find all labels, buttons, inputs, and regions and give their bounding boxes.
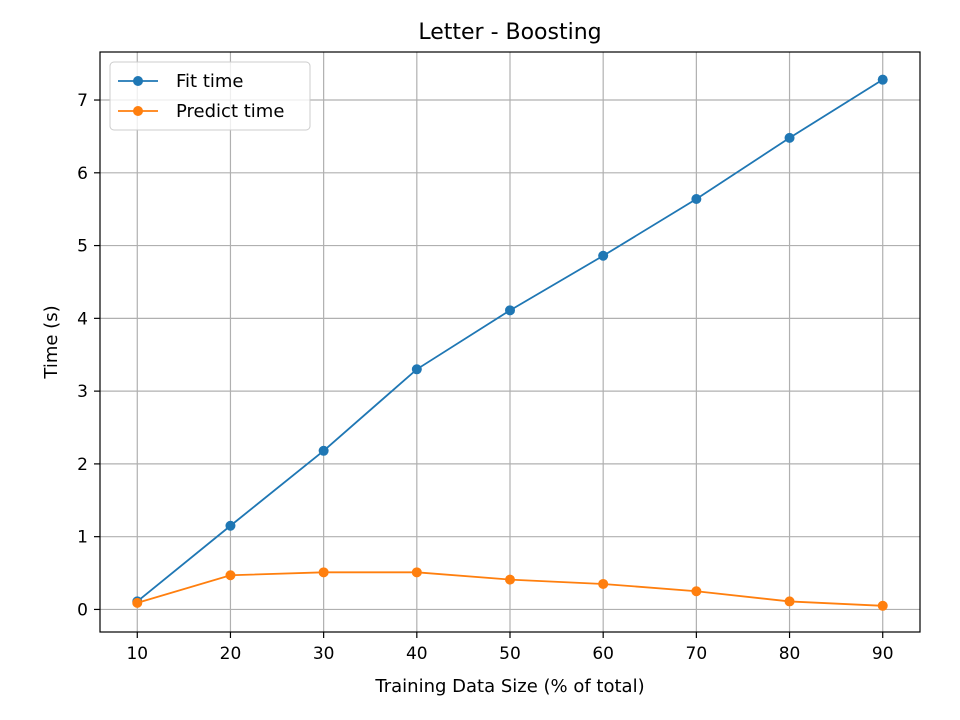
- predict-time-point: [691, 586, 702, 597]
- legend-fit-time-label: Fit time: [176, 71, 244, 92]
- y-tick-label: 7: [77, 91, 88, 111]
- y-tick-label: 5: [77, 237, 88, 257]
- fit-time-point: [411, 364, 422, 375]
- axis-ticks: 10 20 30 40 50 60 70 80 90 0 1 2 3 4 5 6 7: [77, 91, 893, 664]
- predict-time-point: [877, 600, 888, 611]
- y-tick-label: 1: [77, 528, 88, 548]
- predict-time-point: [505, 574, 515, 585]
- legend-fit-time-marker: [133, 76, 143, 86]
- y-tick-label: 3: [77, 382, 88, 402]
- chart-title: Letter - Boosting: [418, 20, 601, 45]
- fit-time-point: [318, 445, 329, 456]
- x-tick-label: 10: [126, 644, 148, 664]
- x-tick-label: 70: [686, 644, 708, 664]
- predict-time-point: [132, 597, 143, 608]
- x-tick-label: 30: [313, 644, 335, 664]
- y-tick-label: 6: [77, 164, 88, 184]
- y-axis-label: Time (s): [41, 305, 62, 379]
- predict-time-point: [225, 570, 236, 581]
- fit-time-point: [598, 250, 609, 261]
- fit-time-point: [784, 132, 795, 143]
- predict-time-point: [411, 567, 422, 578]
- x-tick-label: 80: [779, 644, 801, 664]
- fit-time-point: [877, 74, 888, 85]
- predict-time-point: [318, 567, 329, 578]
- fit-time-point: [505, 305, 515, 316]
- x-tick-label: 50: [499, 644, 521, 664]
- legend-box: [109, 61, 311, 131]
- grid: [100, 52, 920, 632]
- y-tick-label: 0: [77, 600, 88, 620]
- legend-predict-time-marker: [133, 106, 143, 116]
- legend-predict-time-label: Predict time: [176, 101, 284, 122]
- fit-time-point: [225, 520, 236, 531]
- y-tick-label: 2: [77, 455, 88, 475]
- x-axis-label: Training Data Size (% of total): [374, 676, 644, 697]
- x-tick-label: 90: [872, 644, 894, 664]
- legend: Fit time Predict time: [109, 61, 311, 131]
- series-layer: [132, 74, 888, 611]
- fit-time-point: [691, 194, 702, 205]
- predict-time-point: [784, 596, 795, 607]
- x-tick-label: 60: [592, 644, 614, 664]
- predict-time-point: [598, 578, 609, 589]
- x-tick-label: 20: [220, 644, 242, 664]
- x-tick-label: 40: [406, 644, 428, 664]
- y-tick-label: 4: [77, 309, 88, 329]
